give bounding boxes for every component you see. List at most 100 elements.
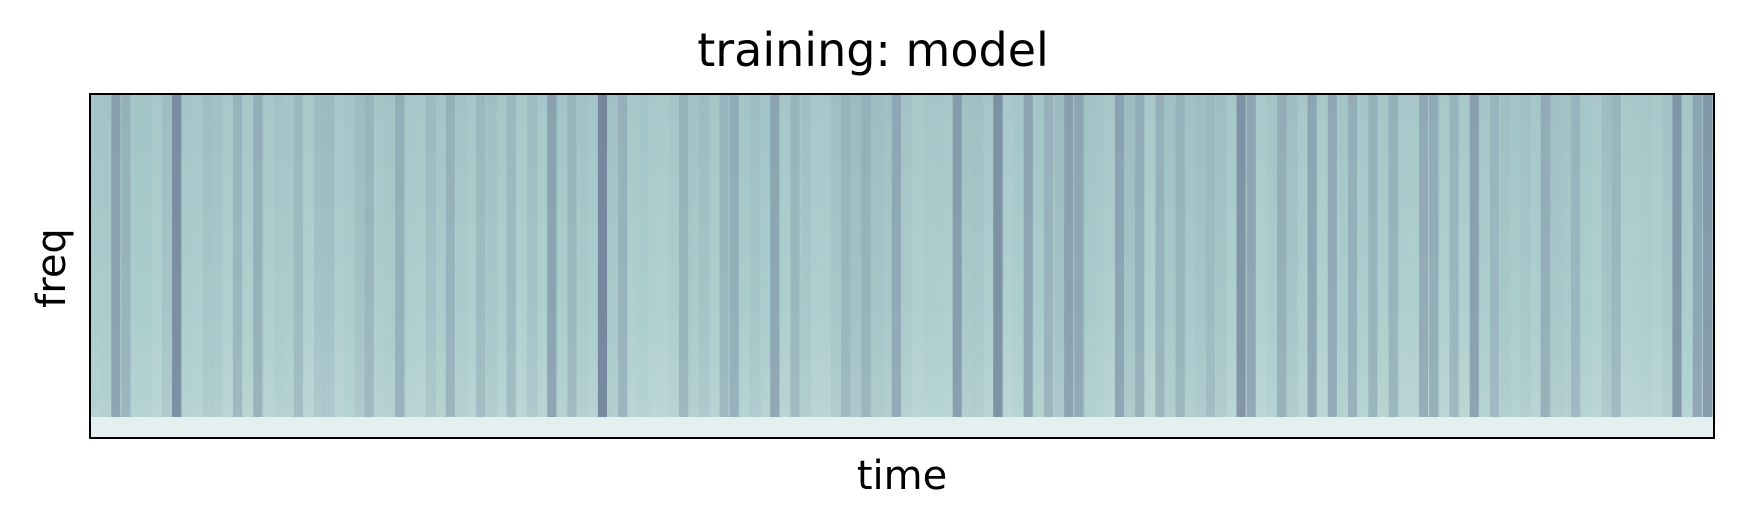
heatmap-dark-column <box>1277 95 1287 417</box>
heatmap-cell-column <box>1459 95 1471 417</box>
heatmap-dark-column <box>729 95 739 417</box>
heatmap-cell-column <box>1591 95 1603 417</box>
heatmap-cell-column <box>212 95 224 417</box>
heatmap-dark-column <box>395 95 405 417</box>
heatmap-cell-column <box>455 95 467 417</box>
heatmap-cell-column <box>1256 95 1268 417</box>
heatmap-cell-column <box>831 95 842 417</box>
heatmap-cell-column <box>739 95 751 417</box>
heatmap-dark-column <box>364 95 374 417</box>
heatmap-cell-column <box>1054 95 1065 417</box>
heatmap-cell-column <box>243 95 254 417</box>
heatmap-cell-column <box>932 95 944 417</box>
heatmap-cell-column <box>780 95 792 417</box>
heatmap-low-freq-band <box>91 417 1713 437</box>
heatmap-cell-column <box>1297 95 1309 417</box>
heatmap-dark-column <box>1388 95 1398 417</box>
heatmap-cell-column <box>587 95 599 417</box>
heatmap-cell-column <box>435 95 447 417</box>
heatmap-cell-column <box>689 95 700 417</box>
heatmap-cell-column <box>324 95 335 417</box>
heatmap-dark-column <box>1155 95 1165 417</box>
heatmap-dark-column <box>597 95 607 417</box>
heatmap-cell-column <box>557 95 569 417</box>
heatmap-dark-column <box>1236 95 1246 417</box>
heatmap-cell-column <box>800 95 812 417</box>
heatmap-cell-column <box>141 95 153 417</box>
heatmap-cell-column <box>151 95 163 417</box>
heatmap-cell-column <box>101 95 112 417</box>
heatmap-cell-column <box>658 95 670 417</box>
heatmap-cell-column <box>577 95 589 417</box>
heatmap-cell-column <box>466 95 477 417</box>
heatmap-cell-column <box>1510 95 1521 417</box>
x-axis-label: time <box>856 453 948 499</box>
heatmap-dark-column <box>618 95 628 417</box>
heatmap-cell-column <box>263 95 275 417</box>
heatmap-cell-column <box>1621 95 1633 417</box>
heatmap-cell-column <box>1398 95 1410 417</box>
heatmap-dark-column <box>232 95 243 417</box>
heatmap-cell-column <box>496 95 508 417</box>
heatmap-cell-column <box>1479 95 1491 417</box>
heatmap-dark-column <box>1702 95 1712 417</box>
heatmap-dark-column <box>506 95 516 417</box>
heatmap-cell-column <box>405 95 416 417</box>
heatmap-cell-column <box>1550 95 1562 417</box>
heatmap-cell-column <box>273 95 285 417</box>
heatmap-dark-column <box>1449 95 1459 417</box>
heatmap-dark-column <box>861 95 871 417</box>
heatmap-dark-column <box>1571 95 1581 417</box>
heatmap-dark-column <box>1419 95 1429 417</box>
heatmap-dark-column <box>952 95 962 417</box>
heatmap-cell-column <box>91 95 102 417</box>
heatmap-cell-column <box>1003 95 1015 417</box>
heatmap-cell-column <box>1216 95 1227 417</box>
heatmap-cell-column <box>1520 95 1532 417</box>
heatmap-cell-column <box>283 95 295 417</box>
heatmap-dark-column <box>678 95 689 417</box>
heatmap-cell-column <box>1662 95 1674 417</box>
heatmap-cell-column <box>1094 95 1106 417</box>
heatmap-dark-column <box>1429 95 1439 417</box>
heatmap-cell-column <box>1631 95 1643 417</box>
heatmap-dark-column <box>1611 95 1621 417</box>
heatmap-cell-column <box>608 95 619 417</box>
heatmap-cell-column <box>425 95 437 417</box>
heatmap-cell-column <box>1337 95 1349 417</box>
heatmap-dark-column <box>1114 95 1125 417</box>
heatmap-dark-column <box>1175 95 1185 417</box>
heatmap-dark-column <box>1469 95 1479 417</box>
heatmap-cell-column <box>648 95 660 417</box>
heatmap-dark-column <box>172 95 182 417</box>
heatmap-dark-column <box>1327 95 1337 417</box>
heatmap-cell-column <box>902 95 913 417</box>
heatmap-dark-column <box>1206 95 1216 417</box>
heatmap-cell-column <box>912 95 923 417</box>
heatmap-cell-column <box>314 95 325 417</box>
heatmap-dark-column <box>790 95 800 417</box>
heatmap-dark-column <box>1074 95 1084 417</box>
heatmap-dark-column <box>891 95 901 417</box>
heatmap-dark-column <box>1368 95 1378 417</box>
heatmap-cell-column <box>749 95 761 417</box>
heatmap-dark-column <box>841 95 851 417</box>
heatmap-cell-column <box>1317 95 1329 417</box>
heatmap-cell-column <box>1378 95 1390 417</box>
heatmap-cell-column <box>1185 95 1197 417</box>
heatmap-cell-column <box>354 95 366 417</box>
heatmap-cell-column <box>1358 95 1369 417</box>
spectrogram-heatmap <box>91 95 1713 437</box>
heatmap-cell-column <box>820 95 832 417</box>
heatmap-cell-column <box>344 95 356 417</box>
heatmap-dark-column <box>547 95 557 417</box>
heatmap-dark-column <box>770 95 780 417</box>
heatmap-dark-column <box>1692 95 1702 417</box>
heatmap-dark-column <box>567 95 577 417</box>
heatmap-cell-column <box>1560 95 1572 417</box>
heatmap-cell-column <box>1408 95 1420 417</box>
heatmap-dark-column <box>1348 95 1358 417</box>
heatmap-cell-column <box>334 95 346 417</box>
heatmap-cell-column <box>384 95 396 417</box>
heatmap-cell-column <box>1084 95 1096 417</box>
